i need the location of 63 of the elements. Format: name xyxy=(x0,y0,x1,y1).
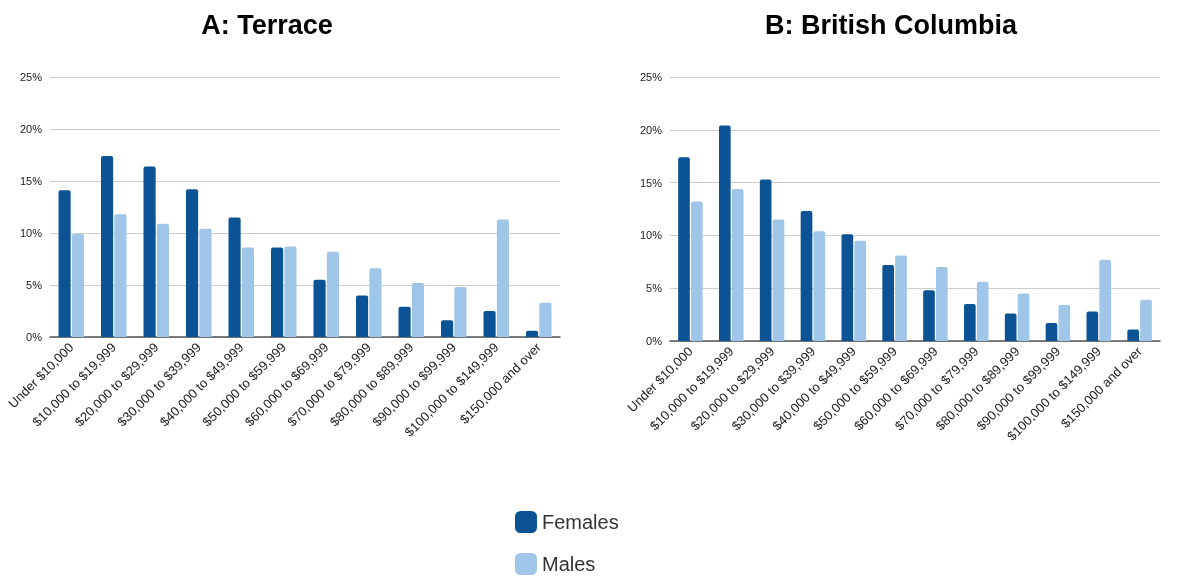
y-tick-label: 15% xyxy=(639,176,663,189)
bar xyxy=(678,157,690,341)
bar xyxy=(454,287,467,337)
legend-label: Females xyxy=(542,511,619,533)
bar xyxy=(199,228,212,337)
bar xyxy=(156,223,169,337)
bar xyxy=(731,188,744,341)
y-tick-label: 5% xyxy=(26,279,43,291)
bar xyxy=(719,125,731,341)
bar xyxy=(398,306,411,337)
bar xyxy=(1140,299,1152,341)
bar xyxy=(1017,293,1030,341)
bar xyxy=(800,211,813,341)
bar xyxy=(1045,323,1058,341)
bar xyxy=(923,290,935,341)
bar xyxy=(1004,313,1017,341)
bar xyxy=(854,240,866,341)
bar xyxy=(539,302,552,337)
bar xyxy=(759,179,772,341)
legend-label: Males xyxy=(542,553,596,575)
bar xyxy=(369,268,382,337)
bar xyxy=(936,267,948,341)
y-tick-label: 25% xyxy=(19,71,43,83)
bar xyxy=(313,279,326,337)
bar xyxy=(411,282,424,337)
bar xyxy=(976,281,989,341)
bar xyxy=(691,201,703,341)
bar xyxy=(813,231,826,341)
bar xyxy=(882,264,894,341)
bar xyxy=(1127,329,1139,341)
bar xyxy=(1058,305,1071,341)
bar xyxy=(483,311,496,337)
bar xyxy=(326,251,339,337)
bar xyxy=(496,219,509,337)
bar xyxy=(271,247,284,337)
y-tick-label: 0% xyxy=(646,335,663,347)
bar xyxy=(841,234,854,341)
y-tick-label: 10% xyxy=(19,227,43,239)
y-tick-label: 20% xyxy=(19,123,43,135)
chart-title: A: Terrace xyxy=(201,9,333,40)
bar xyxy=(772,219,785,341)
bar xyxy=(356,295,369,337)
bar xyxy=(101,156,114,337)
y-tick-label: 5% xyxy=(646,282,663,295)
bar xyxy=(114,214,127,337)
bar xyxy=(964,304,976,341)
chart-title: B: British Columbia xyxy=(764,9,1018,40)
bar xyxy=(186,189,199,337)
bar xyxy=(241,247,254,337)
bar xyxy=(895,255,907,341)
bar xyxy=(228,217,241,337)
y-tick-label: 20% xyxy=(639,123,663,136)
bar xyxy=(1099,259,1111,341)
bar xyxy=(284,246,297,337)
y-tick-label: 25% xyxy=(639,71,663,83)
bar xyxy=(71,234,84,337)
y-tick-label: 15% xyxy=(19,175,43,187)
bar xyxy=(1086,311,1099,341)
y-tick-label: 10% xyxy=(639,229,663,242)
bar xyxy=(58,190,71,337)
bar xyxy=(441,320,454,337)
y-tick-label: 0% xyxy=(26,331,43,343)
bar xyxy=(143,166,156,337)
